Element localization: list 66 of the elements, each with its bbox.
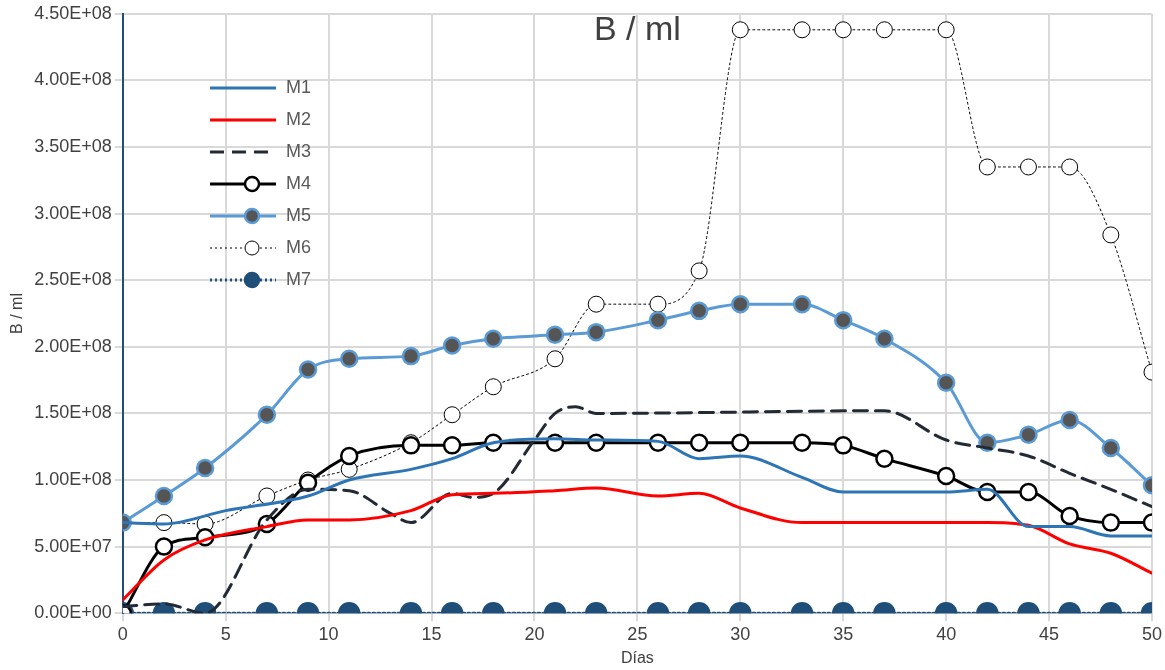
point [442,436,462,455]
point [154,537,174,556]
point [195,458,215,478]
point [442,336,462,355]
point [1019,425,1038,444]
y-axis-title: B / ml [8,293,26,334]
point [731,433,750,452]
point [257,405,277,424]
point [689,433,709,452]
point [936,466,956,486]
legend-label: M5 [286,204,312,225]
x-axis-title: Días [620,648,654,666]
y-tick-label: 3.50E+08 [34,135,112,156]
legend-label: M1 [286,76,312,97]
legend-label: M4 [286,172,312,193]
y-tick-label: 2.50E+08 [34,269,112,290]
x-tick-label: 20 [524,623,545,644]
point [1101,438,1121,458]
point [154,486,174,506]
x-tick-label: 35 [833,623,854,644]
point [731,21,749,39]
x-tick-label: 40 [936,623,957,644]
point [937,21,955,39]
y-tick-label: 2.00E+08 [34,335,112,356]
x-tick-label: 50 [1141,623,1162,644]
point [1060,506,1079,526]
x-tick-label: 10 [318,623,339,644]
point [792,433,812,452]
point [875,449,894,468]
legend-label: M3 [286,140,312,161]
x-tick-label: 30 [730,623,751,644]
y-tick-label: 5.00E+07 [34,535,112,556]
point [1060,410,1079,430]
point [586,322,606,342]
x-tick-label: 25 [627,623,648,644]
chart-title: B / ml [593,9,681,48]
y-tick-label: 4.50E+08 [34,2,112,23]
y-tick-label: 0.00E+00 [34,602,112,623]
point [731,294,750,314]
point [833,310,853,330]
point [339,446,359,466]
point [936,373,956,393]
point [545,325,565,345]
y-tick-label: 3.00E+08 [34,202,112,223]
y-tick-label: 4.00E+08 [34,69,112,90]
x-tick-label: 0 [117,623,128,644]
point [401,346,421,366]
legend-label: M6 [286,236,312,257]
point [1019,482,1038,502]
point [1101,513,1121,532]
y-tick-label: 1.50E+08 [34,402,112,423]
point [875,329,894,349]
point [689,301,709,321]
point [339,349,359,369]
x-tick-label: 45 [1039,623,1060,644]
legend-label: M7 [286,268,312,289]
y-tick-label: 1.00E+08 [34,468,112,489]
point [298,360,318,379]
point [484,329,503,349]
x-tick-label: 15 [421,623,442,644]
point [834,21,852,39]
point [792,294,812,314]
legend-label: M2 [286,108,312,129]
point [648,310,668,330]
x-tick-label: 5 [220,623,231,644]
point [833,436,853,455]
